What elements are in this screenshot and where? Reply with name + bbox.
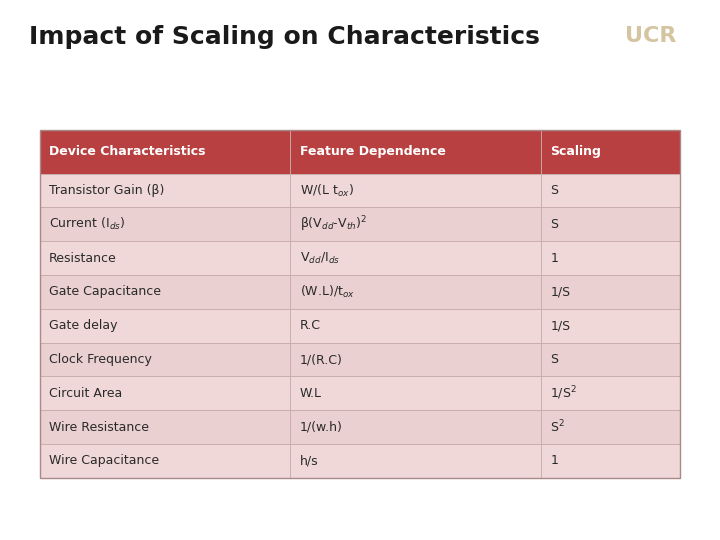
Bar: [40, 343, 290, 376]
Text: Resistance: Resistance: [49, 252, 117, 265]
Text: Feature Dependence: Feature Dependence: [300, 145, 446, 158]
Bar: [541, 130, 680, 173]
Bar: [40, 376, 290, 410]
Text: W.L: W.L: [300, 387, 322, 400]
Text: 1/S: 1/S: [551, 286, 570, 299]
Bar: [290, 275, 541, 309]
Bar: [541, 343, 680, 376]
Bar: [40, 173, 290, 207]
Bar: [40, 444, 290, 478]
Text: Gate delay: Gate delay: [49, 319, 117, 332]
Bar: [40, 207, 290, 241]
Bar: [40, 130, 290, 173]
Bar: [541, 241, 680, 275]
Bar: [290, 173, 541, 207]
Text: 1/S: 1/S: [551, 319, 570, 332]
Bar: [40, 309, 290, 343]
Text: Impact of Scaling on Characteristics: Impact of Scaling on Characteristics: [29, 25, 540, 49]
Bar: [541, 410, 680, 444]
Text: 1: 1: [551, 455, 558, 468]
Text: Wire Resistance: Wire Resistance: [49, 421, 149, 434]
Bar: [541, 207, 680, 241]
Text: S: S: [551, 353, 559, 366]
Text: UCR: UCR: [625, 26, 676, 46]
Text: 1/(R.C): 1/(R.C): [300, 353, 343, 366]
Text: S: S: [551, 218, 559, 231]
Text: S$^2$: S$^2$: [551, 419, 565, 435]
Text: 1/(w.h): 1/(w.h): [300, 421, 343, 434]
Text: Wire Capacitance: Wire Capacitance: [49, 455, 159, 468]
Bar: [290, 444, 541, 478]
Text: Circuit Area: Circuit Area: [49, 387, 122, 400]
Bar: [290, 130, 541, 173]
Bar: [290, 410, 541, 444]
Text: Gate Capacitance: Gate Capacitance: [49, 286, 161, 299]
Bar: [541, 275, 680, 309]
Bar: [40, 275, 290, 309]
Text: 1: 1: [551, 252, 558, 265]
Text: V$_{dd}$/I$_{ds}$: V$_{dd}$/I$_{ds}$: [300, 251, 340, 266]
Bar: [541, 173, 680, 207]
Bar: [290, 207, 541, 241]
Bar: [541, 444, 680, 478]
Text: R.C: R.C: [300, 319, 320, 332]
Bar: [40, 241, 290, 275]
Text: Current (I$_{ds}$): Current (I$_{ds}$): [49, 216, 125, 232]
Bar: [40, 410, 290, 444]
Bar: [290, 343, 541, 376]
Text: Transistor Gain (β): Transistor Gain (β): [49, 184, 164, 197]
Text: W/(L t$_{ox}$): W/(L t$_{ox}$): [300, 183, 354, 199]
Bar: [290, 309, 541, 343]
Text: β(V$_{dd}$-V$_{th}$)$^2$: β(V$_{dd}$-V$_{th}$)$^2$: [300, 214, 366, 234]
Bar: [290, 241, 541, 275]
Text: (W.L)/t$_{ox}$: (W.L)/t$_{ox}$: [300, 284, 354, 300]
Text: h/s: h/s: [300, 455, 318, 468]
Bar: [290, 376, 541, 410]
Bar: [40, 130, 680, 478]
Text: Scaling: Scaling: [551, 145, 601, 158]
Text: 9: 9: [690, 513, 698, 526]
Text: 1/S$^2$: 1/S$^2$: [551, 384, 577, 402]
Text: S: S: [551, 184, 559, 197]
Bar: [541, 309, 680, 343]
Bar: [541, 376, 680, 410]
Text: Device Characteristics: Device Characteristics: [49, 145, 205, 158]
Text: Clock Frequency: Clock Frequency: [49, 353, 152, 366]
